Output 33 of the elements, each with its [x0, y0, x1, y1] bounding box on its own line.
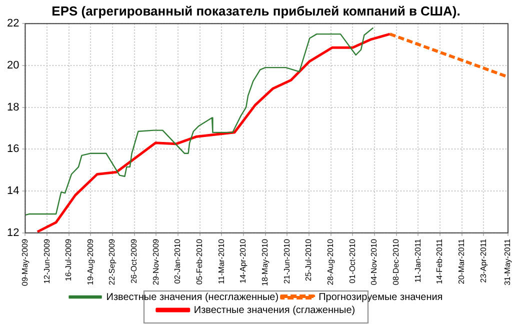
x-tick-label: 26-Oct-2009	[130, 238, 139, 284]
x-tick-label: 08-Dec-2010	[392, 238, 400, 286]
x-tick-label: 23-Apr-2011	[478, 238, 488, 283]
legend-label: Прогнозируемые значения	[318, 292, 443, 303]
y-tick-label: 18	[6, 101, 20, 114]
x-tick-label: 12-Jun-2009	[42, 238, 52, 284]
x-tick-label: 18-May-2010	[260, 238, 270, 286]
y-tick-label: 20	[6, 59, 20, 72]
x-tick-label: 05-Feb-2010	[195, 238, 204, 285]
x-tick-label: 11-Jan-2011	[413, 238, 422, 283]
legend-label: Известные значения (несглаженные)	[106, 292, 279, 303]
legend-label: Известные значения (сглаженные)	[194, 304, 356, 316]
x-tick-label: 04-Nov-2010	[370, 238, 379, 286]
x-tick-label: 31-May-2011	[503, 238, 512, 286]
x-tick-label: 28-Aug-2010	[326, 238, 336, 286]
chart-title: EPS (агрегированный показатель прибылей компаний в США).	[52, 3, 460, 18]
y-tick-label: 16	[6, 143, 20, 156]
x-tick-label: 20-Mar-2011	[456, 238, 466, 284]
x-tick-label: 22-Sep-2009	[108, 238, 117, 286]
y-tick-label: 22	[6, 18, 20, 30]
x-tick-label: 16-Jul-2009	[64, 238, 74, 282]
x-tick-label: 29-Nov-2009	[151, 238, 160, 286]
x-tick-label: 14-Feb-2011	[435, 238, 444, 284]
x-tick-label: 11-Mar-2010	[216, 238, 226, 284]
y-tick-label: 12	[6, 226, 20, 239]
x-tick-label: 25-Jul-2010	[304, 238, 314, 282]
x-tick-label: 14-Apr-2010	[238, 238, 248, 284]
x-tick-label: 21-Jun-2010	[282, 238, 292, 284]
x-tick-label: 19-Aug-2009	[86, 238, 95, 286]
x-tick-label: 02-Jan-2010	[173, 238, 182, 284]
x-tick-label: 09-May-2009	[20, 238, 30, 286]
y-tick-label: 14	[6, 185, 20, 198]
x-tick-label: 01-Oct-2010	[348, 238, 357, 284]
